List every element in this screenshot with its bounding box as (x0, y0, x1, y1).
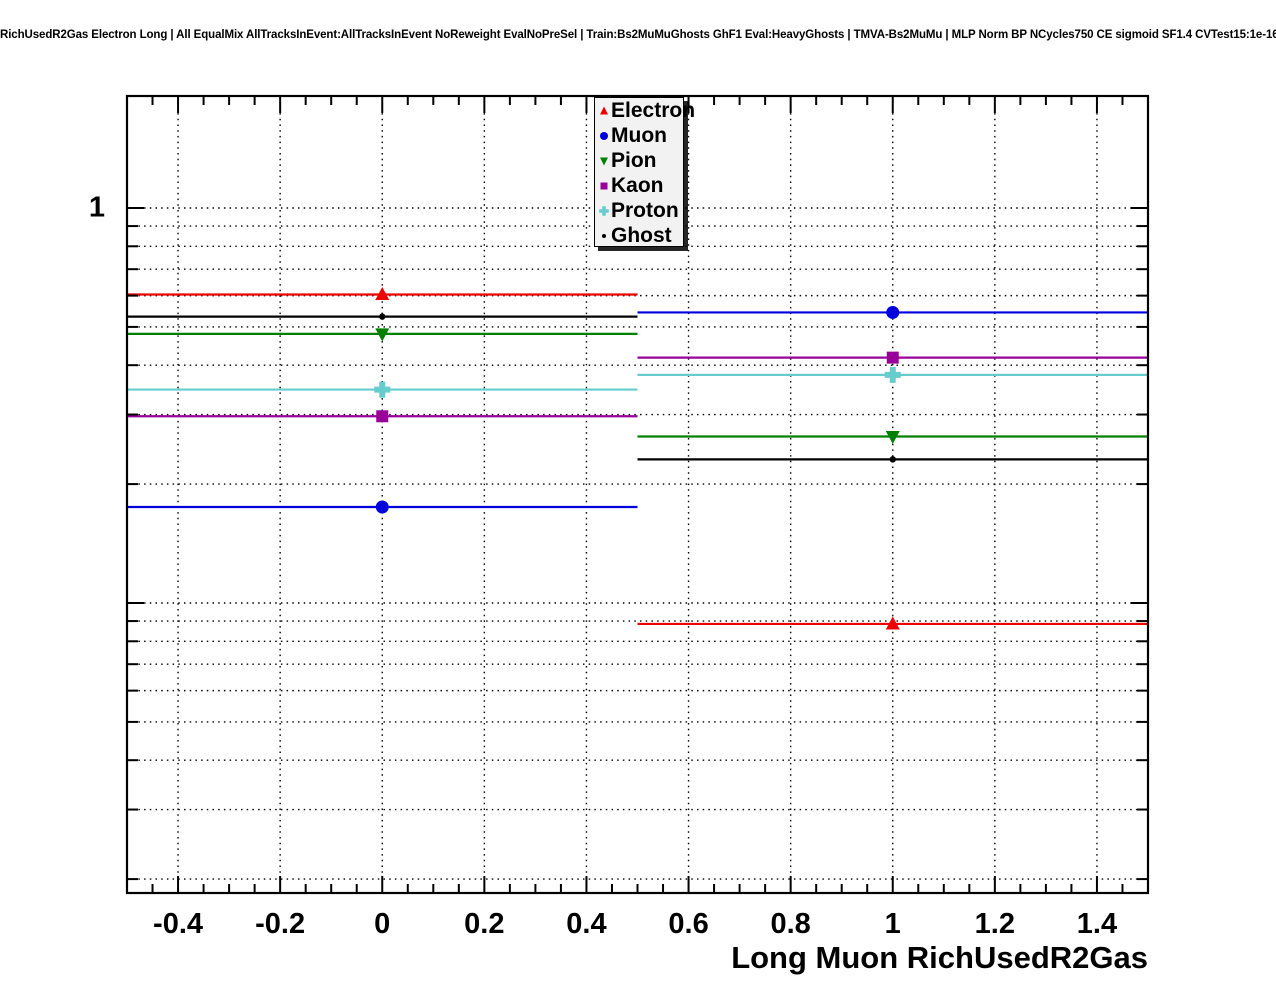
series-ghost (127, 313, 1148, 463)
marker-glyph (600, 131, 608, 140)
data-marker-triangle-down (885, 430, 900, 444)
x-tick-label: 1 (884, 908, 901, 940)
data-marker-dot (889, 456, 896, 463)
legend-label: Pion (611, 149, 657, 172)
axis-frame (125, 94, 1150, 895)
legend-entry-pion: Pion (595, 148, 683, 173)
legend-entry-electron: Electron (595, 98, 695, 123)
x-tick-label: 0.6 (668, 908, 709, 940)
data-marker-triangle-up (375, 286, 390, 300)
x-tick-label: 0 (374, 908, 391, 940)
legend-entry-ghost: Ghost (595, 223, 683, 248)
data-marker-cross (884, 366, 901, 383)
legend-label: Proton (611, 199, 679, 222)
x-tick-label: 0.2 (464, 908, 505, 940)
marker-glyph (600, 157, 608, 165)
x-tick-label: 1.2 (974, 908, 1016, 940)
legend-marker-dot-icon (597, 228, 611, 244)
legend-entry-kaon: Kaon (595, 173, 683, 198)
data-marker-triangle-down (375, 328, 390, 342)
x-tick-label: 0.8 (770, 908, 811, 940)
series-kaon (127, 351, 1148, 423)
legend-marker-triangle-up-icon (597, 103, 611, 119)
data-marker-dot (379, 313, 386, 320)
data-marker-triangle-up (885, 616, 900, 630)
legend: Electron Muon Pion Kaon Proton Ghost (594, 97, 695, 248)
data-marker-square (376, 410, 389, 423)
data-marker-circle (886, 305, 900, 319)
legend-label: Ghost (611, 224, 672, 247)
series-muon (127, 305, 1148, 514)
data-series-group (127, 286, 1148, 630)
series-electron (127, 286, 1148, 630)
legend-label: Kaon (611, 174, 664, 197)
marker-glyph (600, 182, 608, 189)
series-pion (127, 328, 1148, 444)
legend-marker-circle-icon (597, 128, 611, 144)
legend-entry-muon: Muon (595, 123, 683, 148)
legend-marker-triangle-down-icon (597, 153, 611, 169)
legend-label: Muon (611, 124, 667, 147)
plot-title: RichUsedR2Gas Electron Long | All EqualM… (0, 29, 1276, 41)
marker-glyph (599, 205, 609, 216)
marker-glyph (602, 233, 606, 238)
legend-entry-proton: Proton (595, 198, 683, 223)
x-tick-label: -0.2 (255, 908, 306, 940)
data-marker-cross (374, 381, 391, 398)
x-tick-label: -0.4 (153, 908, 204, 940)
legend-label: Electron (611, 99, 696, 122)
data-marker-circle (375, 500, 389, 514)
legend-marker-square-icon (597, 178, 611, 194)
x-axis-title: Long Muon RichUsedR2Gas (731, 940, 1148, 975)
y-tick-label: 1 (88, 191, 105, 224)
data-marker-square (886, 351, 899, 364)
legend-marker-cross-icon (597, 203, 611, 219)
series-proton (127, 366, 1148, 398)
marker-glyph (600, 106, 608, 114)
x-tick-label: 1.4 (1076, 908, 1118, 940)
x-tick-label: 0.4 (566, 908, 607, 940)
